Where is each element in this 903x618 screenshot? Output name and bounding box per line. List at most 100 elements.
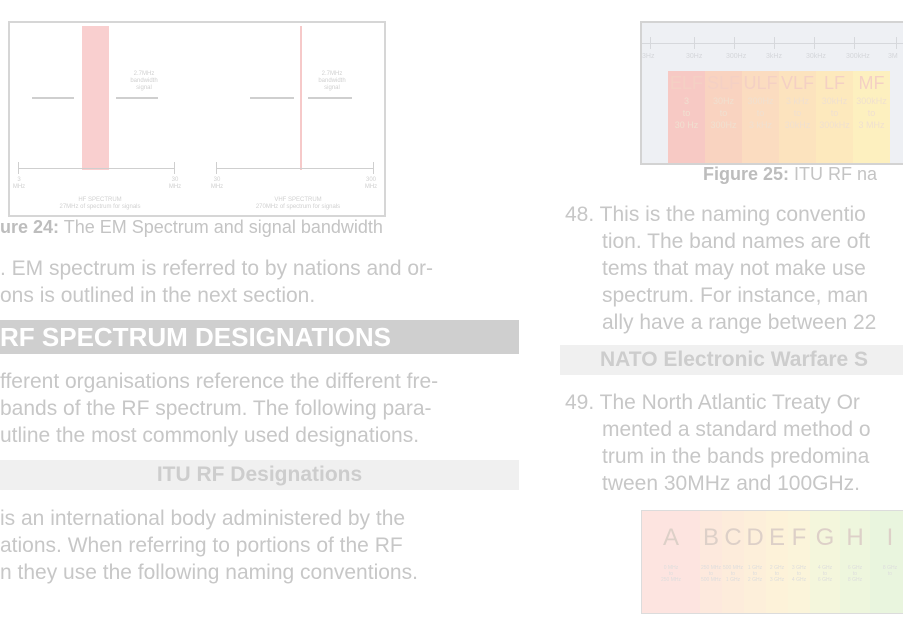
nato-band-range: to: [822, 571, 828, 577]
vhf-right-tick-label: 300 MHz: [364, 177, 378, 190]
nato-band-range: to: [887, 571, 893, 577]
band-range: to: [830, 108, 839, 118]
vhf-right-arrow: [308, 97, 352, 99]
scale-label: 3Hz: [642, 53, 655, 60]
hf-bandwidth-label: 2.7MHz bandwidth signal: [130, 71, 158, 91]
nato-band-name: H: [846, 524, 864, 551]
nato-band-name: C: [724, 524, 742, 551]
band-range: 300Hz: [710, 120, 737, 130]
figure-25-caption: Figure 25: ITU RF na: [703, 164, 878, 184]
nato-band-name: F: [791, 524, 807, 551]
nato-band-range: to: [708, 571, 714, 577]
band-range: 300kHz: [856, 96, 887, 106]
paragraph-48: 48. This is the naming conventio tion. T…: [565, 201, 876, 336]
vhf-spectrum-label: VHF SPECTRUM 270MHz of spectrum for signa…: [255, 197, 341, 210]
band-range: to: [682, 108, 691, 118]
nato-band-range: 0 MHz: [663, 565, 679, 571]
nato-band-range: 500 MHz: [700, 577, 721, 583]
nato-band-h: H 6 GHz to 8 GHz: [840, 511, 871, 613]
nato-band-range: 6 GHz: [817, 577, 833, 583]
nato-band-range: 8 GHz: [882, 565, 898, 571]
nato-band-range: to: [668, 571, 674, 577]
nato-band-range: to: [774, 571, 780, 577]
band-range: 3: [683, 96, 689, 106]
figure-25-itu-bands: 3Hz 30Hz 300Hz 3kHz 30kHz 300kHz 3M ELF 3 to 30 H…: [640, 21, 903, 165]
band-elf: ELF 3 to 30 Hz: [668, 71, 705, 163]
hf-left-arrow: [32, 97, 74, 99]
band-range: 300kHz: [819, 120, 850, 130]
nato-band-range: 8 GHz: [847, 577, 863, 583]
nato-band-b: B 250 MHz to 500 MHz: [700, 511, 723, 613]
band-range: 3 kHz: [748, 120, 772, 130]
nato-subsection-title: NATO Electronic Warfare S: [600, 348, 869, 371]
band-name: MF: [858, 73, 885, 93]
band-range: 3 MHz: [858, 120, 885, 130]
figure-24-caption: ure 24: The EM Spectrum and signal bandw…: [0, 217, 383, 237]
nato-band-name: A: [662, 524, 679, 551]
itu-subsection-title: ITU RF Designations: [156, 463, 363, 486]
intro-paragraph: . EM spectrum is referred to by nations …: [0, 255, 433, 309]
band-name: LF: [823, 73, 845, 93]
band-name: SLF: [706, 73, 740, 93]
hf-right-tick-label: 30 MHz: [168, 177, 182, 190]
scale-tick: [774, 37, 775, 49]
designations-line: bands of the RF spectrum. The following …: [0, 397, 432, 420]
scale-tick: [896, 37, 897, 49]
para48-line: spectrum. For instance, man: [602, 284, 869, 307]
nato-band-name: D: [746, 524, 764, 551]
band-range: 30kHz: [784, 120, 811, 130]
band-ulf: ULF 300Hz to 3 kHz: [742, 71, 779, 163]
band-slf: SLF 30Hz to 300Hz: [705, 71, 742, 163]
band-range: to: [719, 108, 728, 118]
band-range: 30Hz: [712, 96, 734, 106]
scale-tick: [814, 37, 815, 49]
vhf-axis: [216, 168, 374, 169]
hf-spectrum-label: HF SPECTRUM 27MHz of spectrum for signals: [59, 197, 141, 210]
nato-band-range: to: [852, 571, 858, 577]
hf-axis-tick-left: [18, 162, 19, 174]
itu-line: ations. When referring to portions of th…: [0, 534, 403, 557]
band-mf: MF 300kHz to 3 MHz: [853, 71, 890, 163]
nato-subsection-bar: NATO Electronic Warfare S: [560, 345, 903, 375]
band-range: to: [756, 108, 765, 118]
nato-band-range: to: [752, 571, 758, 577]
vhf-left-tick-label: 30 MHz: [210, 177, 224, 190]
band-range: 300Hz: [747, 96, 774, 106]
band-vlf: VLF 3 kHz to 30kHz: [779, 71, 816, 163]
paragraph-49: 49. The North Atlantic Treaty Or mented …: [565, 389, 871, 497]
scale-label: 3kHz: [766, 53, 782, 60]
scale-axis: [642, 43, 903, 44]
nato-band-range: 1 GHz: [747, 565, 763, 571]
band-range: to: [793, 108, 802, 118]
scale-tick: [650, 37, 651, 49]
intro-line: . EM spectrum is referred to by nations …: [0, 257, 434, 280]
nato-band-range: 250 MHz: [700, 565, 721, 571]
scale-label: 300Hz: [726, 53, 747, 60]
itu-line: is an international body administered by…: [0, 507, 406, 530]
designations-line: fferent organisations reference the diff…: [0, 370, 439, 393]
band-range: 30 Hz: [674, 120, 699, 130]
nato-band-d: D 1 GHz to 2 GHz: [744, 511, 767, 613]
section-title: RF SPECTRUM DESIGNATIONS: [0, 322, 391, 352]
designations-line: utline the most commonly used designatio…: [0, 424, 420, 447]
scale-tick: [854, 37, 855, 49]
nato-band-range: 250 MHz: [660, 577, 681, 583]
scale-tick: [734, 37, 735, 49]
para48-line: tems that may not make use: [602, 257, 866, 280]
para48-line: ally have a range between 22: [602, 311, 877, 334]
band-name: VLF: [780, 73, 814, 93]
para48-line: tion. The band names are oft: [602, 230, 871, 253]
nato-band-g: G 4 GHz to 6 GHz: [810, 511, 841, 613]
para49-line: trum in the bands predomina: [602, 445, 870, 468]
nato-band-range: 4 GHz: [817, 565, 833, 571]
nato-band-range: 1 GHz: [725, 577, 741, 583]
vhf-signal-line: [300, 26, 302, 170]
scale-label: 300kHz: [846, 53, 870, 60]
vhf-left-arrow: [250, 97, 294, 99]
para49-line: 49. The North Atlantic Treaty Or: [565, 391, 860, 414]
band-lf: LF 30kHz to 300kHz: [816, 71, 853, 163]
intro-line: ons is outlined in the next section.: [0, 284, 316, 307]
scale-tick: [694, 37, 695, 49]
scale-label: 3M: [888, 53, 898, 60]
